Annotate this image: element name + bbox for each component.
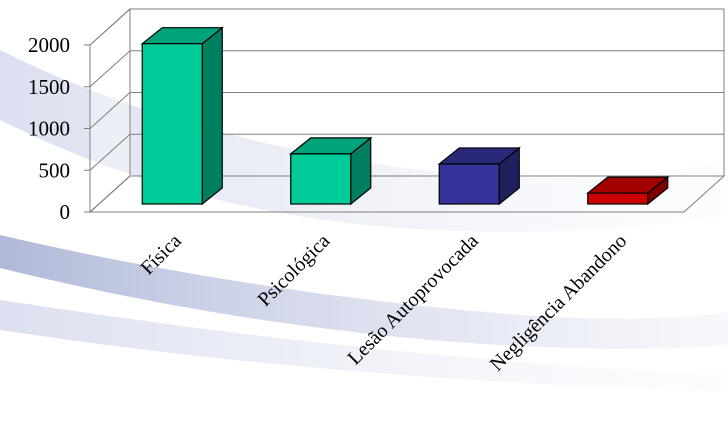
bar-front (587, 192, 649, 205)
gridline (89, 175, 724, 213)
y-tick-label: 2000 (28, 33, 70, 57)
bar-física (140, 26, 224, 206)
bar-negligência-abandono (586, 175, 670, 206)
gridline (89, 50, 724, 88)
y-tick-label: 0 (60, 200, 71, 224)
bar-front (438, 163, 500, 205)
bar-side (201, 26, 223, 206)
bars (140, 26, 670, 206)
bar-front (290, 153, 352, 205)
gridline (89, 133, 724, 171)
y-tick-label: 1500 (28, 75, 70, 99)
y-axis: 0 500 1000 1500 2000 (28, 33, 90, 224)
y-tick-label: 1000 (28, 117, 70, 141)
bar-psicológica (289, 136, 373, 206)
gridline (89, 92, 724, 129)
y-tick-label: 500 (39, 158, 71, 182)
x-category-label: Negligência Abandono (486, 230, 632, 376)
gridline (89, 8, 724, 46)
plot-area (88, 7, 726, 214)
bar-lesão-autoprovocada (437, 146, 521, 206)
bar-front (141, 43, 203, 205)
